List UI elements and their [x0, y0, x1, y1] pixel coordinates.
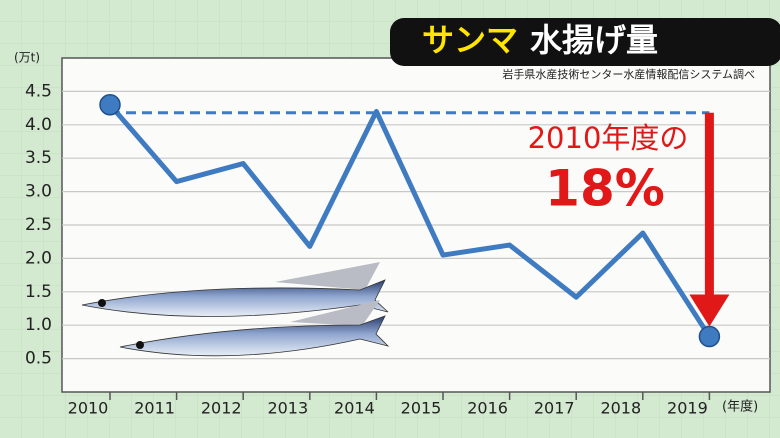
- chart-title: 水揚げ量: [530, 21, 658, 59]
- series-line: [108, 103, 712, 338]
- x-tick-label: 2012: [201, 399, 242, 418]
- y-tick-label: 2.0: [25, 248, 52, 268]
- y-tick-label: 1.0: [25, 315, 52, 335]
- x-tick-label: 2019: [667, 399, 708, 418]
- x-unit: (年度): [722, 399, 758, 415]
- point-marker: [99, 94, 121, 116]
- arrow-head: [689, 294, 730, 327]
- annotation: 2010年度の: [528, 121, 689, 155]
- y-tick-label: 0.5: [25, 349, 52, 369]
- x-tick-label: 2014: [334, 399, 375, 418]
- x-tick-label: 2011: [134, 399, 175, 418]
- point-marker: [698, 325, 721, 348]
- fish: [81, 262, 390, 357]
- y-tick-label: 2.5: [25, 215, 52, 235]
- y-unit: (万t): [14, 51, 40, 65]
- y-tick-label: 3.5: [25, 148, 52, 168]
- y-tick-label: 4.0: [25, 115, 52, 135]
- annotation-value: 18%: [545, 160, 665, 218]
- x-tick-label: 2010: [68, 399, 109, 418]
- x-tick-label: 2017: [534, 399, 575, 418]
- y-tick-label: 3.0: [25, 182, 52, 202]
- x-tick-label: 2016: [467, 399, 508, 418]
- y-tick-label: 4.5: [25, 81, 52, 101]
- x-tick-label: 2015: [401, 399, 442, 418]
- y-tick-label: 1.5: [25, 282, 52, 302]
- title-box: [390, 18, 780, 66]
- x-tick-label: 2018: [600, 399, 641, 418]
- title-highlight: サンマ: [422, 21, 518, 59]
- subtitle: 岩手県水産技術センター水産情報配信システム調べ: [502, 67, 755, 81]
- x-tick-label: 2013: [267, 399, 308, 418]
